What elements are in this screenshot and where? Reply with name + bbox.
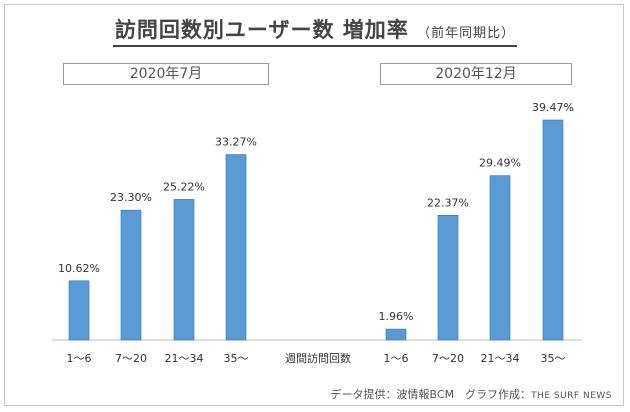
bar-dec-2 <box>489 175 511 341</box>
value-label-dec-0: 1.96% <box>379 310 414 323</box>
title-subtitle: （前年同期比） <box>417 26 516 41</box>
tick-label-dec-0: 1～6 <box>384 352 409 365</box>
tick-label-dec-2: 21～34 <box>481 352 520 365</box>
footer-brand: THE SURF NEWS <box>531 391 612 401</box>
tick-label-jul-2: 21～34 <box>165 352 204 365</box>
period-label-left: 2020年7月 <box>63 63 269 85</box>
tick-label-dec-1: 7～20 <box>432 352 464 365</box>
bar-jul-2 <box>173 199 195 341</box>
chart-title: 訪問回数別ユーザー数 増加率 （前年同期比） <box>0 14 630 47</box>
bar-jul-3 <box>225 154 247 341</box>
axis-center-label: 週間訪問回数 <box>285 351 351 365</box>
value-label-jul-0: 10.62% <box>58 262 100 275</box>
bar-dec-3 <box>542 119 564 341</box>
chart-frame <box>4 4 624 406</box>
title-main: 訪問回数別ユーザー数 増加率 <box>114 18 409 42</box>
bar-jul-0 <box>68 280 90 341</box>
bars-group: 10.62% 1～6 23.30% 7～20 25.22% 21～34 33.27% 35～ 1… <box>58 101 574 365</box>
bar-jul-1 <box>120 209 142 341</box>
tick-label-jul-3: 35～ <box>224 352 249 365</box>
bar-dec-1 <box>437 215 459 341</box>
footer-credit: データ提供：波情報BCM グラフ作成：THE SURF NEWS <box>331 386 612 402</box>
tick-label-jul-1: 7～20 <box>115 352 147 365</box>
footer-source: データ提供：波情報BCM グラフ作成： <box>330 388 532 401</box>
bar-dec-0 <box>385 328 407 341</box>
value-label-jul-1: 23.30% <box>110 191 152 204</box>
value-label-dec-1: 22.37% <box>427 196 469 209</box>
period-label-right: 2020年12月 <box>380 63 572 85</box>
value-label-dec-3: 39.47% <box>532 101 574 114</box>
tick-label-dec-3: 35～ <box>541 352 566 365</box>
value-label-jul-3: 33.27% <box>215 136 257 149</box>
tick-label-jul-0: 1～6 <box>67 352 92 365</box>
value-label-dec-2: 29.49% <box>479 157 521 170</box>
value-label-jul-2: 25.22% <box>163 180 205 193</box>
